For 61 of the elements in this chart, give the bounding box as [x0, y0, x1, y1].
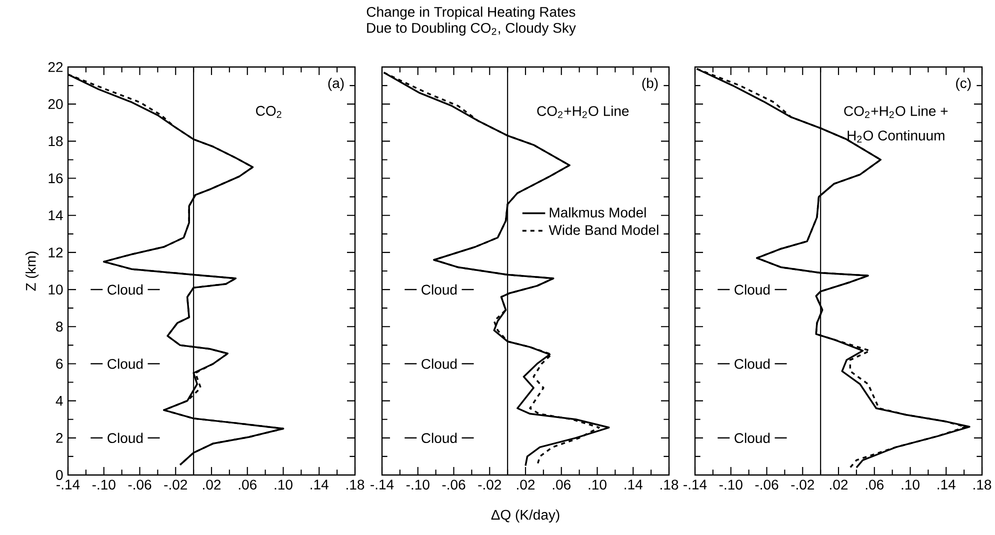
x-tick-label: .10: [588, 480, 606, 490]
x-tick-label: .18: [974, 480, 992, 490]
ref-line-label: Cloud: [422, 358, 457, 369]
ref-line-label: Cloud: [734, 358, 770, 369]
x-tick-label: .18: [346, 480, 364, 490]
x-tick-label: -.10: [92, 480, 116, 490]
x-tick-label: .06: [238, 480, 256, 490]
y-tick-label: 14: [48, 210, 63, 220]
annotation: CO$_{2}$+H$_{2}$O Line +: [844, 106, 948, 118]
x-tick-label: .18: [660, 480, 678, 490]
y-tick-label: 6: [56, 358, 63, 369]
x-tick-label: .10: [274, 480, 292, 490]
y-tick-label: 22: [48, 62, 63, 72]
y-tick-label: 10: [48, 284, 63, 295]
x-axis-title: ΔQ (K/day): [491, 509, 560, 522]
ref-line-label: Cloud: [422, 284, 457, 295]
legend-label: Malkmus Model: [550, 207, 646, 218]
x-tick-label: -.14: [56, 480, 80, 490]
chart-subtitle: Due to Doubling CO$_{2}$, Cloudy Sky: [367, 22, 576, 36]
x-tick-label: .06: [552, 480, 570, 490]
annotation: H$_{2}$O Continuum: [848, 130, 944, 143]
x-tick-label: .14: [624, 480, 642, 490]
x-tick-label: -.02: [478, 480, 501, 490]
legend-label: Wide Band Model: [548, 224, 658, 235]
ref-line-label: Cloud: [422, 432, 457, 444]
y-tick-label: 8: [56, 322, 63, 332]
ref-line-label: Cloud: [108, 358, 143, 369]
annotation: CO$_{2}$+H$_{2}$O Line: [537, 106, 629, 118]
x-tick-label: -.10: [406, 480, 430, 490]
x-tick-label: .06: [866, 480, 884, 490]
x-tick-label: .02: [517, 480, 535, 490]
x-tick-label: -.06: [442, 480, 466, 490]
annotation: (b): [642, 78, 658, 91]
x-tick-label: .10: [902, 480, 920, 490]
y-tick-label: 4: [56, 396, 63, 406]
annotation: (a): [328, 78, 344, 91]
x-tick-label: .02: [830, 480, 848, 490]
x-tick-label: .02: [203, 480, 221, 490]
x-tick-label: -.02: [791, 480, 814, 490]
x-tick-label: .14: [938, 480, 956, 490]
x-tick-label: -.10: [719, 480, 742, 490]
x-tick-label: -.02: [164, 480, 187, 490]
x-tick-label: -.14: [370, 480, 394, 490]
y-tick-label: 20: [48, 99, 63, 110]
y-tick-label: 16: [48, 173, 63, 184]
y-tick-label: 18: [48, 136, 63, 146]
x-tick-label: -.06: [755, 480, 778, 490]
ref-line-label: Cloud: [108, 432, 143, 444]
annotation: CO$_{2}$: [256, 106, 282, 118]
ref-line-label: Cloud: [734, 432, 770, 444]
ref-line-label: Cloud: [108, 284, 143, 295]
x-tick-label: -.06: [128, 480, 152, 490]
y-tick-label: 2: [56, 433, 63, 443]
ref-line-label: Cloud: [734, 284, 770, 295]
y-tick-label: 0: [56, 470, 63, 480]
x-tick-label: -.14: [684, 480, 707, 490]
annotation: (c): [956, 78, 971, 91]
y-tick-label: 12: [48, 248, 63, 258]
x-tick-label: .14: [310, 480, 328, 490]
chart-title: Change in Tropical Heating Rates: [366, 6, 576, 20]
y-axis-title: Z (km): [26, 252, 39, 291]
